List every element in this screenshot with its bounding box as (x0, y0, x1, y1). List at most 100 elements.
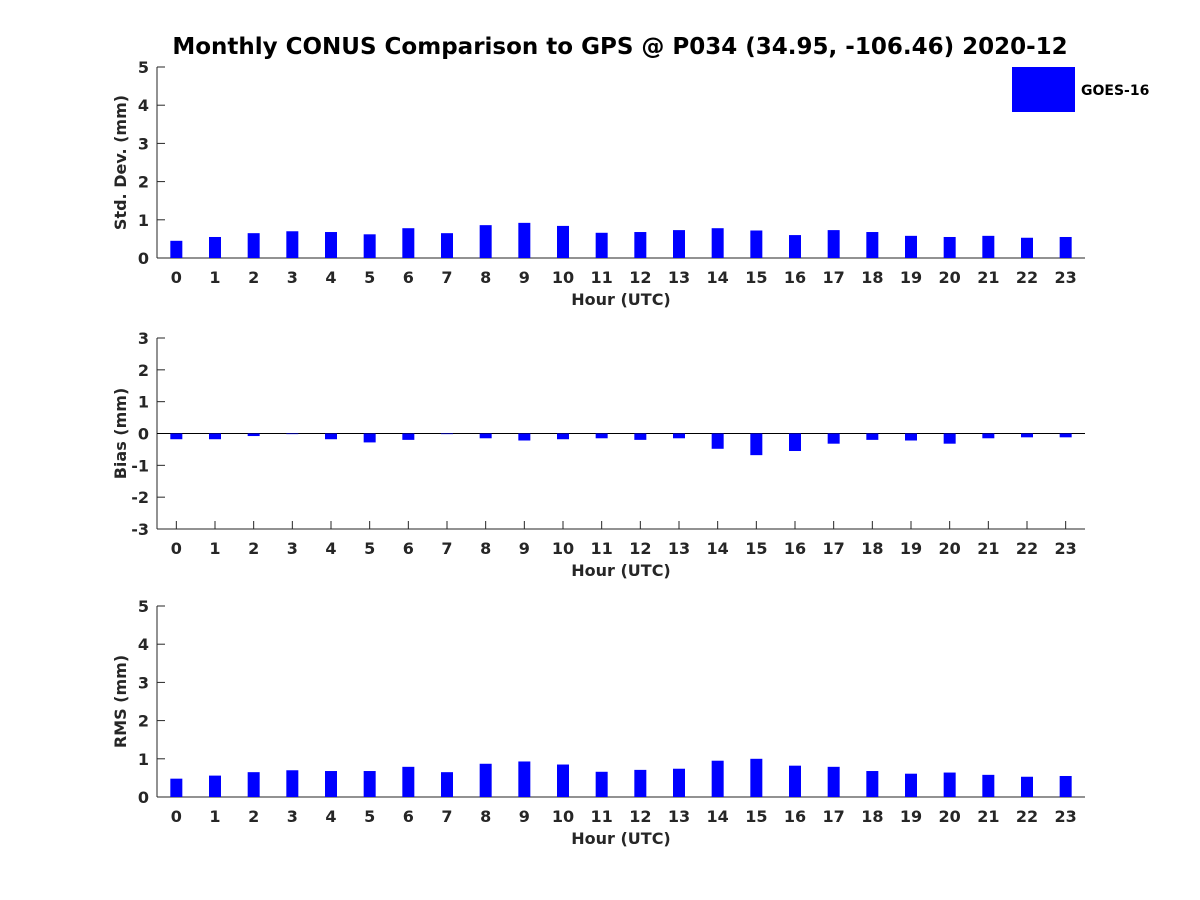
bias-x-tick-label: 6 (403, 539, 414, 558)
std-dev-y-tick-label: 1 (138, 211, 149, 230)
bias-x-tick-label: 10 (552, 539, 574, 558)
std-dev-x-tick-label: 21 (977, 268, 999, 287)
bias-x-label: Hour (UTC) (571, 561, 671, 580)
rms-bar (827, 766, 840, 797)
bias-bar (518, 433, 531, 441)
std-dev-bar (325, 232, 337, 258)
rms-x-tick-label: 5 (364, 807, 375, 826)
rms-bar (170, 778, 183, 797)
bias-y-tick-label: -3 (131, 520, 149, 539)
std-dev-x-tick-label: 1 (209, 268, 220, 287)
bias-x-tick-label: 1 (209, 539, 220, 558)
std-dev-x-tick-label: 17 (823, 268, 845, 287)
bias-x-tick-label: 8 (480, 539, 491, 558)
rms-x-tick-label: 7 (441, 807, 452, 826)
std-dev-y-tick-label: 2 (138, 173, 149, 192)
bias-bar (943, 433, 956, 444)
rms-x-tick-label: 21 (977, 807, 999, 826)
rms-bar (634, 769, 647, 797)
bias-bar (209, 433, 221, 440)
bias-x-tick-label: 12 (629, 539, 651, 558)
std-dev-bar (982, 235, 995, 258)
bias-x-tick-label: 23 (1055, 539, 1077, 558)
std-dev-bar (363, 234, 376, 258)
bias-bar (363, 433, 376, 443)
bias-x-tick-label: 16 (784, 539, 806, 558)
rms-bar (905, 773, 917, 797)
bias-bar (789, 433, 801, 452)
bias-x-tick-label: 21 (977, 539, 999, 558)
bias-x-tick-label: 5 (364, 539, 375, 558)
rms-x-tick-label: 1 (209, 807, 220, 826)
bias-bar (673, 433, 685, 439)
std-dev-y-label: Std. Dev. (mm) (111, 95, 130, 230)
rms-x-tick-label: 8 (480, 807, 491, 826)
std-dev-bar (1021, 237, 1033, 258)
std-dev-x-tick-label: 11 (591, 268, 613, 287)
rms-y-tick-label: 4 (138, 635, 149, 654)
bias-bar (595, 433, 608, 439)
rms-x-tick-label: 6 (403, 807, 414, 826)
rms-bar (711, 760, 724, 797)
bias-x-tick-label: 22 (1016, 539, 1038, 558)
std-dev-x-tick-label: 4 (325, 268, 336, 287)
rms-y-tick-label: 0 (138, 788, 149, 807)
std-dev-bar (943, 236, 956, 258)
bias-bar (557, 433, 569, 440)
bias-bar (170, 433, 183, 440)
bias-y-tick-label: 3 (138, 329, 149, 348)
bias-x-tick-label: 3 (287, 539, 298, 558)
std-dev-x-tick-label: 23 (1055, 268, 1077, 287)
bias-y-tick-label: 2 (138, 361, 149, 380)
bias-bar (750, 433, 763, 456)
std-dev-y-tick-label: 5 (138, 58, 149, 77)
bias-bar (441, 433, 453, 435)
std-dev-x-tick-label: 3 (287, 268, 298, 287)
rms-bar (286, 770, 299, 797)
std-dev-x-tick-label: 18 (861, 268, 883, 287)
bias-bar (402, 433, 415, 440)
rms-bar (750, 758, 763, 797)
std-dev-bar (789, 235, 801, 258)
bias-y-tick-label: -2 (131, 488, 149, 507)
bias-x-tick-label: 14 (707, 539, 729, 558)
std-dev-bar (866, 232, 879, 258)
std-dev-x-tick-label: 14 (707, 268, 729, 287)
bias-bar (1059, 433, 1072, 438)
std-dev-bar (595, 232, 608, 258)
legend-swatch-goes-16 (1012, 67, 1075, 112)
rms-bar (943, 772, 956, 797)
rms-bar (982, 774, 995, 797)
std-dev-bar (557, 225, 569, 258)
rms-bar (557, 764, 569, 797)
std-dev-x-tick-label: 0 (171, 268, 182, 287)
std-dev-x-tick-label: 10 (552, 268, 574, 287)
rms-x-tick-label: 4 (325, 807, 336, 826)
std-dev-y-tick-label: 0 (138, 249, 149, 268)
bias-y-tick-label: 1 (138, 393, 149, 412)
std-dev-x-tick-label: 9 (519, 268, 530, 287)
rms-x-label: Hour (UTC) (571, 829, 671, 848)
std-dev-bar (441, 233, 453, 258)
std-dev-bar (479, 225, 492, 258)
bias-y-tick-label: -1 (131, 456, 149, 475)
bias-bar (247, 433, 260, 437)
std-dev-bar (518, 222, 531, 258)
std-dev-x-label: Hour (UTC) (571, 290, 671, 309)
rms-bar (789, 765, 801, 797)
rms-bar (402, 766, 415, 797)
rms-x-tick-label: 14 (707, 807, 729, 826)
std-dev-x-tick-label: 13 (668, 268, 690, 287)
std-dev-bar (905, 235, 917, 258)
bias-bar (286, 433, 299, 435)
rms-y-label: RMS (mm) (111, 655, 130, 748)
bias-x-tick-label: 18 (861, 539, 883, 558)
rms-bar (866, 771, 879, 797)
bias-bar (905, 433, 917, 441)
std-dev-bar (750, 230, 763, 258)
std-dev-bar (286, 231, 299, 258)
rms-bar (325, 771, 337, 797)
